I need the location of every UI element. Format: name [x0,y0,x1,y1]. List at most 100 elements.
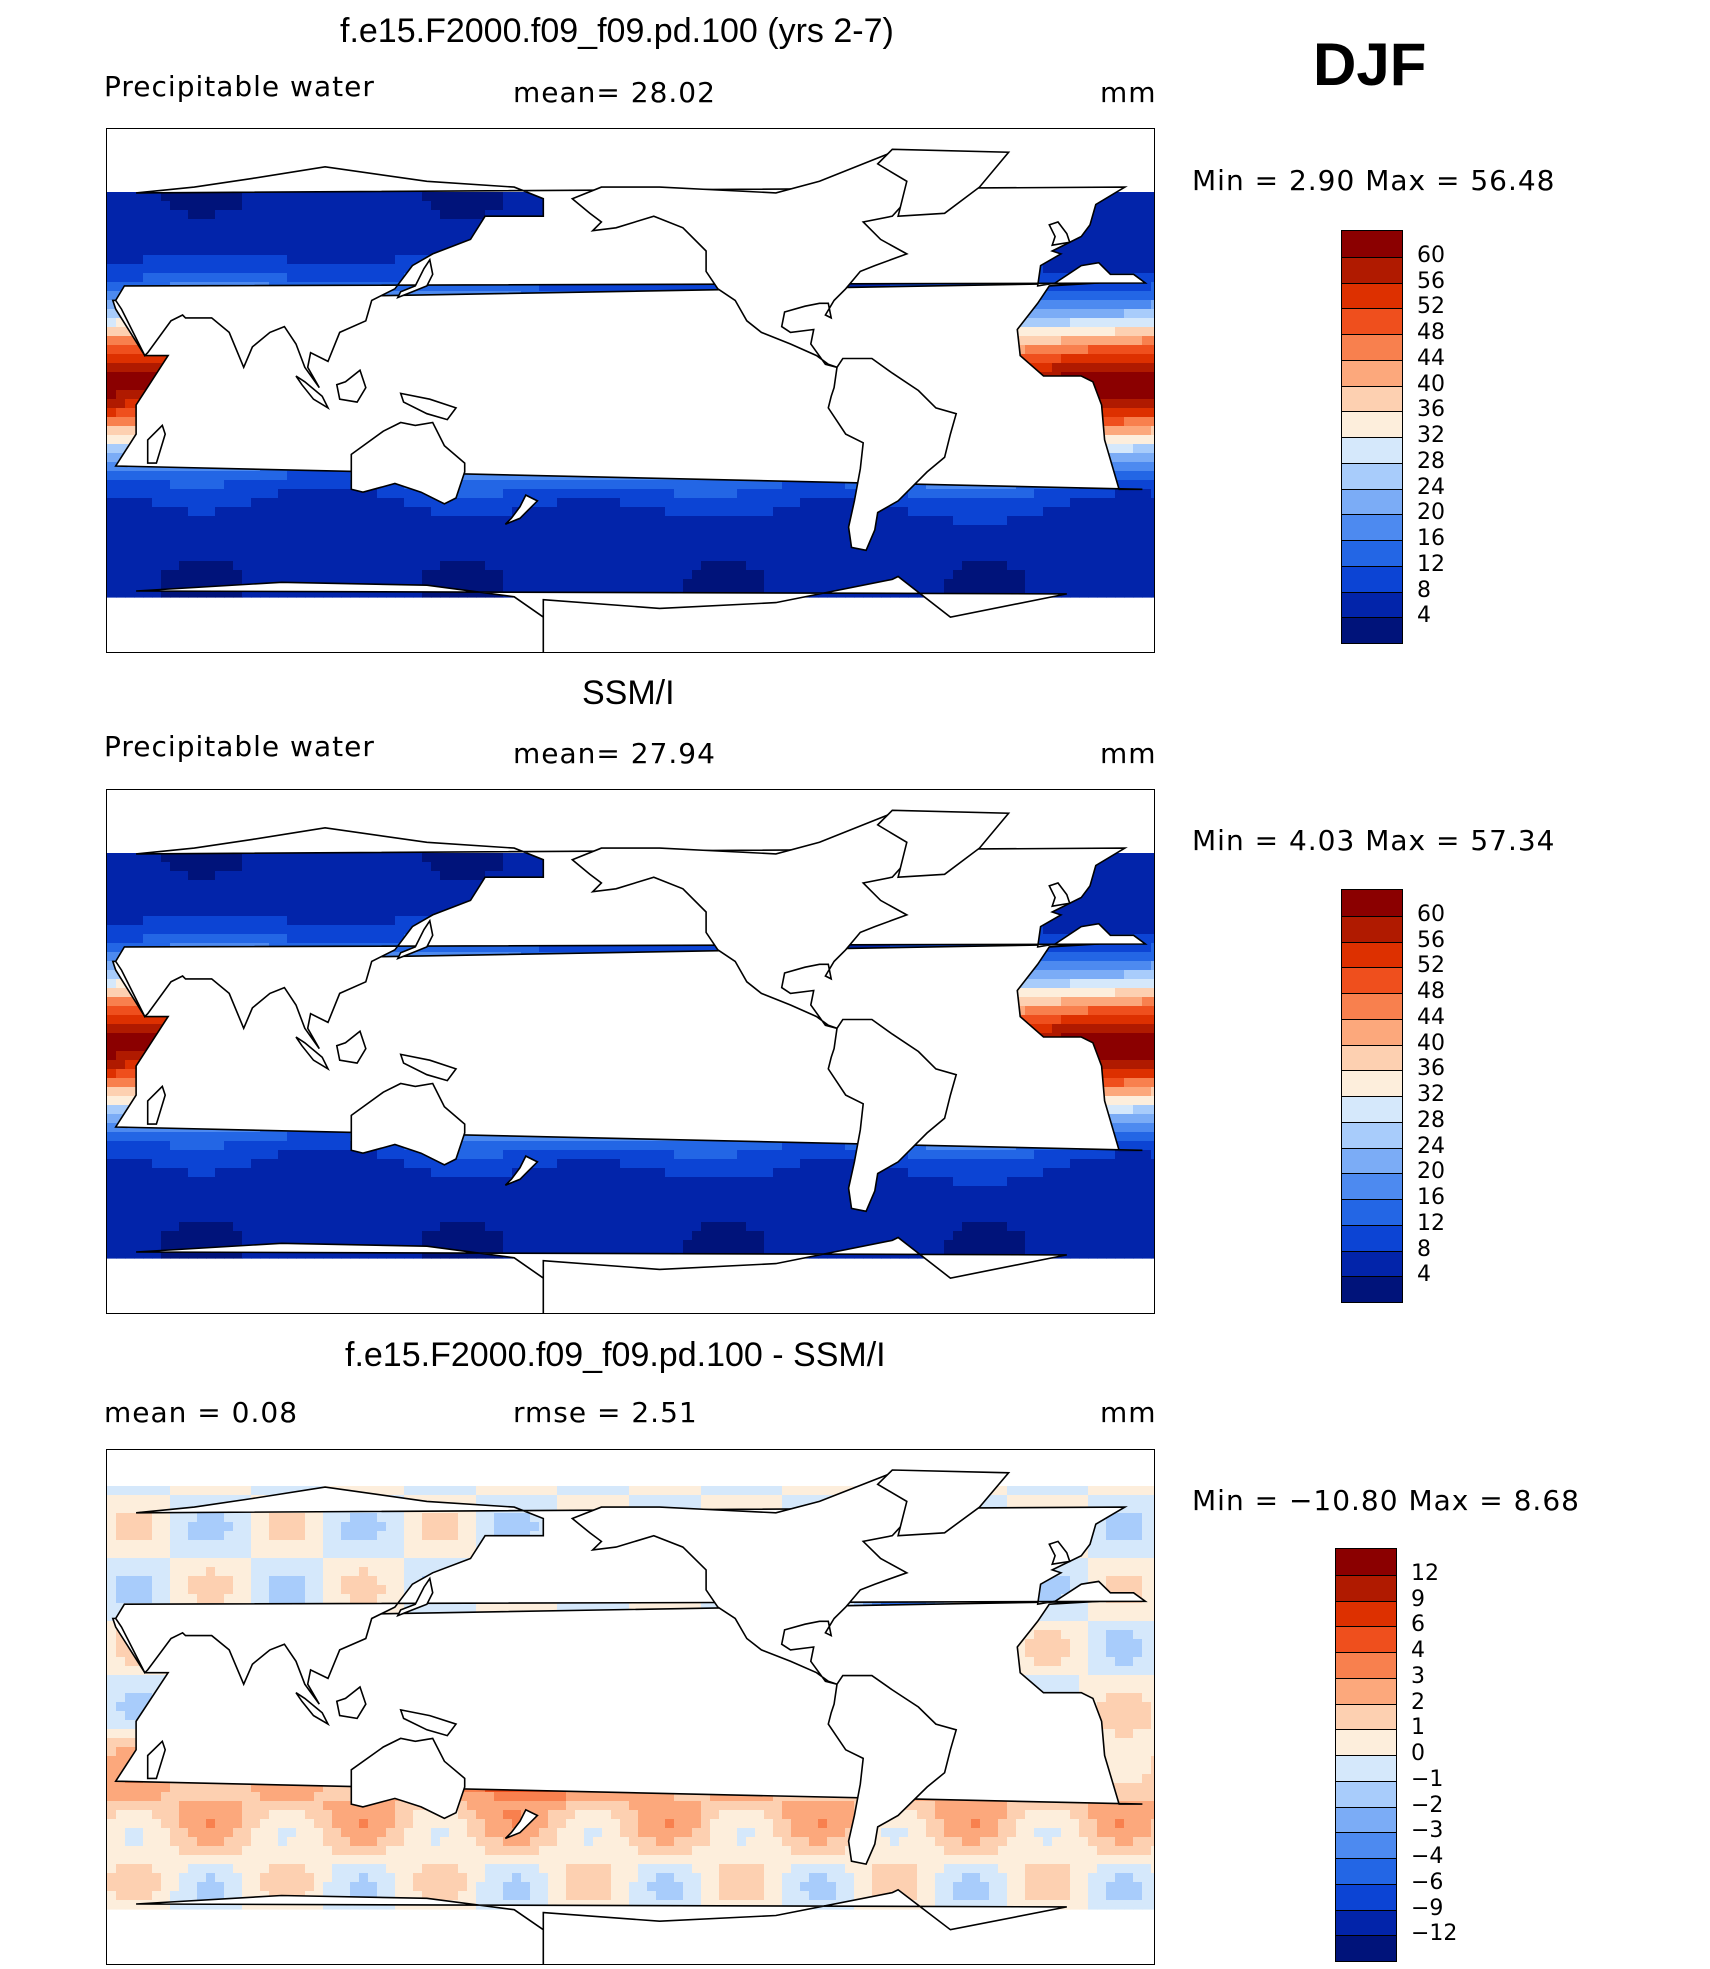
field-cell [944,498,954,508]
field-cell [386,534,396,544]
field-cell [233,273,243,283]
field-cell [242,192,252,202]
field-cell [260,525,270,535]
field-cell [1133,480,1143,490]
field-cell [764,534,774,544]
field-cell [1115,426,1125,436]
field-cell [341,246,351,256]
field-cell [269,201,279,211]
field-cell [152,516,162,526]
field-cell [134,498,144,508]
field-cell [1088,327,1098,337]
field-cell [233,507,243,517]
field-cell [647,489,657,499]
field-cell [629,489,639,499]
field-cell [692,570,702,580]
field-cell [908,543,918,553]
field-cell [737,498,747,508]
field-cell [422,201,432,211]
field-cell [467,471,477,481]
field-cell [143,507,153,517]
field-cell [683,534,693,544]
field-cell [962,507,972,517]
field-cell [296,264,306,274]
field-cell [170,237,180,247]
field-cell [242,246,252,256]
field-cell [179,507,189,517]
field-cell [1052,354,1062,364]
field-cell [944,534,954,544]
field-cell [1007,507,1017,517]
field-cell [1079,498,1089,508]
field-cell [539,507,549,517]
field-cell [530,543,540,553]
field-cell [611,516,621,526]
field-cell [1070,327,1080,337]
field-cell [755,561,765,571]
field-cell [998,498,1008,508]
field-cell [998,561,1008,571]
field-cell [269,570,279,580]
field-cell [269,273,279,283]
field-cell [368,237,378,247]
field-cell [953,561,963,571]
field-cell [1043,309,1053,319]
field-cell [1043,336,1053,346]
field-cell [917,507,927,517]
field-cell [935,552,945,562]
field-cell [1106,534,1116,544]
field-cell [1034,309,1044,319]
field-cell [350,210,360,220]
field-cell [476,561,486,571]
field-cell [1079,327,1089,337]
field-cell [1151,453,1154,463]
field-cell [719,570,729,580]
field-cell [1079,300,1089,310]
field-cell [224,525,234,535]
field-cell [818,552,828,562]
field-cell [629,498,639,508]
field-cell [647,570,657,580]
field-cell [530,201,540,211]
field-cell [521,201,531,211]
field-cell [1061,255,1071,265]
field-cell [188,525,198,535]
field-cell [386,552,396,562]
field-cell [1133,309,1143,319]
field-cell [611,507,621,517]
field-cell [395,201,405,211]
field-cell [1115,219,1125,229]
field-cell [350,507,360,517]
field-cell [1124,534,1134,544]
field-cell [656,534,666,544]
field-cell [404,534,414,544]
field-cell [1097,309,1107,319]
field-cell [1106,507,1116,517]
field-cell [449,498,459,508]
field-cell [1151,354,1154,364]
field-cell [395,543,405,553]
field-cell [350,273,360,283]
field-cell [1097,507,1107,517]
field-cell [1133,417,1143,427]
field-cell [791,543,801,553]
field-cell [278,570,288,580]
field-cell [728,525,738,535]
field-cell [485,489,495,499]
field-cell [935,516,945,526]
field-cell [1034,489,1044,499]
field-cell [557,282,567,292]
field-cell [197,534,207,544]
field-cell [161,471,171,481]
field-cell [1061,246,1071,256]
field-cell [368,498,378,508]
field-cell [107,264,117,274]
field-cell [521,480,531,490]
field-cell [512,480,522,490]
field-cell [224,552,234,562]
field-cell [1106,426,1116,436]
field-cell [539,552,549,562]
field-cell [1043,525,1053,535]
field-cell [593,570,603,580]
field-cell [665,561,675,571]
